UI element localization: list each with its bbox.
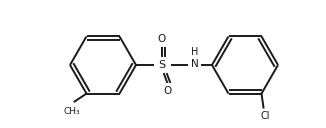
Text: H: H	[191, 47, 199, 57]
Text: S: S	[158, 60, 166, 70]
Text: O: O	[158, 34, 166, 44]
Text: CH₃: CH₃	[63, 107, 80, 116]
Text: O: O	[164, 86, 172, 96]
Text: Cl: Cl	[261, 111, 270, 121]
Text: N: N	[191, 59, 199, 69]
